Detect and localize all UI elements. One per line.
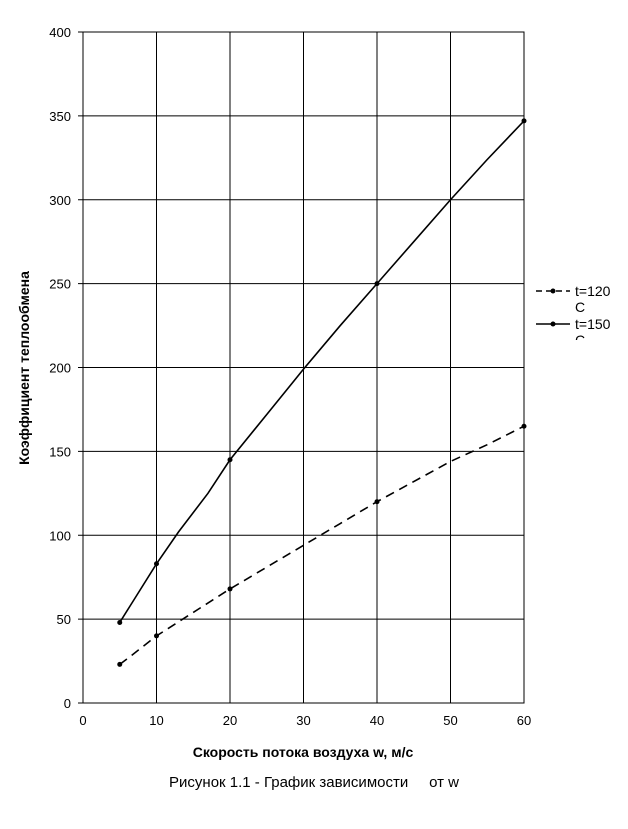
y-tick-label-100: 100	[49, 528, 71, 543]
y-axis-title: Коэффициент теплообмена	[16, 271, 32, 465]
y-tick-label-300: 300	[49, 193, 71, 208]
series-1-point-40	[374, 281, 380, 287]
caption-text-after: от w	[429, 774, 459, 791]
y-tick-label-150: 150	[49, 444, 71, 459]
y-tick-label-200: 200	[49, 361, 71, 376]
legend-marker-t120	[550, 288, 556, 294]
series-0-point-20	[227, 586, 233, 592]
x-tick-label-60: 60	[517, 713, 531, 728]
legend-label-t150: t=150	[575, 316, 611, 332]
caption-text-before: Рисунок 1.1 - График зависимости	[169, 774, 409, 791]
x-tick-label-40: 40	[370, 713, 384, 728]
y-axis-ticks: 0 50 100 150 200 250 300 350 400	[49, 25, 71, 711]
legend: t=120 C t=150 C	[536, 283, 611, 348]
y-tick-label-400: 400	[49, 25, 71, 40]
x-axis-ticks: 0 10 20 30 40 50 60	[79, 713, 531, 728]
legend-clip: t=120 C t=150 C	[536, 283, 611, 348]
series-layer	[117, 118, 527, 667]
series-line-1	[119, 120, 525, 623]
x-tick-label-20: 20	[223, 713, 237, 728]
series-1-point-10	[154, 561, 159, 567]
x-tick-label-0: 0	[79, 713, 86, 728]
y-tick-label-250: 250	[49, 277, 71, 292]
y-tick-label-350: 350	[49, 109, 71, 124]
plot-frame	[82, 31, 525, 704]
series-0-point-5	[117, 661, 123, 667]
figure-caption: Рисунок 1.1 - График зависимости от w	[0, 774, 628, 791]
legend-marker-t150	[550, 321, 556, 327]
legend-label-t120-unit: C	[575, 299, 585, 315]
series-1-point-20	[227, 457, 233, 463]
legend-label-t120: t=120	[575, 283, 611, 299]
y-tick-label-50: 50	[57, 612, 71, 627]
x-tick-label-10: 10	[149, 713, 163, 728]
series-0-point-10	[154, 633, 159, 639]
x-tick-label-50: 50	[443, 713, 457, 728]
x-tick-label-30: 30	[296, 713, 310, 728]
x-axis-title: Скорость потока воздуха w, м/с	[193, 744, 414, 760]
series-1-point-5	[117, 619, 123, 625]
series-0-point-40	[374, 499, 380, 505]
y-tick-label-0: 0	[64, 696, 71, 711]
legend-label-t150-unit: C	[575, 332, 585, 348]
